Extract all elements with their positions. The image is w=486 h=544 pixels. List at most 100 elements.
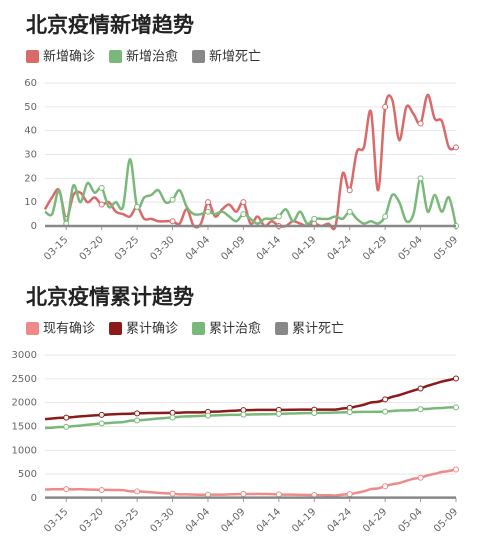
- point: [169, 490, 176, 497]
- y-tick-label: 1500: [12, 422, 37, 433]
- legend-swatch: [109, 322, 123, 335]
- x-tick-label: 04-29: [361, 234, 389, 262]
- point: [311, 410, 318, 417]
- x-tick-label: 04-24: [326, 234, 354, 262]
- x-tick-label: 03-15: [42, 234, 70, 262]
- x-tick-label: 03-25: [113, 234, 141, 262]
- x-tick-label: 04-29: [361, 506, 389, 534]
- point: [453, 466, 459, 473]
- point: [275, 213, 282, 220]
- point: [346, 491, 353, 498]
- y-tick-label: 20: [24, 173, 37, 184]
- point: [240, 411, 247, 418]
- point: [63, 414, 70, 421]
- point: [169, 196, 176, 203]
- point: [417, 120, 424, 127]
- legend-label: 累计死亡: [292, 322, 344, 337]
- point: [382, 483, 389, 490]
- point: [98, 184, 105, 191]
- series-line: [44, 377, 457, 421]
- legend-label: 现有确诊: [43, 322, 95, 337]
- point: [382, 396, 389, 403]
- y-tick-label: 30: [24, 150, 37, 161]
- point: [275, 410, 282, 417]
- point: [63, 423, 70, 430]
- x-tick-label: 03-30: [148, 234, 176, 262]
- legend-label: 新增治愈: [126, 49, 178, 65]
- point: [98, 201, 105, 208]
- legend-label: 累计治愈: [209, 322, 261, 337]
- point: [382, 408, 389, 415]
- point: [134, 410, 141, 417]
- y-tick-label: 2000: [12, 398, 37, 409]
- point: [134, 417, 141, 424]
- point: [346, 187, 353, 194]
- x-tick-label: 03-15: [42, 506, 70, 534]
- x-tick-label: 03-20: [78, 234, 106, 262]
- y-tick-label: 0: [31, 221, 37, 232]
- legend-swatch: [192, 322, 206, 335]
- point: [240, 490, 247, 497]
- point: [382, 213, 389, 220]
- x-tick-label: 04-09: [219, 506, 247, 534]
- legend-swatch: [26, 50, 39, 63]
- point: [63, 486, 70, 493]
- x-tick-label: 05-04: [396, 506, 424, 534]
- y-tick-label: 3000: [12, 350, 37, 361]
- point: [204, 491, 211, 498]
- chart-title: 北京疫情新增趋势: [26, 13, 194, 37]
- x-tick-label: 03-30: [148, 506, 176, 534]
- legend-swatch: [109, 50, 123, 63]
- point: [417, 175, 424, 182]
- x-tick-label: 04-14: [255, 234, 283, 262]
- point: [453, 404, 459, 411]
- x-tick-label: 03-20: [78, 506, 106, 534]
- y-tick-label: 0: [31, 493, 37, 504]
- point: [204, 208, 211, 215]
- x-tick-label: 03-25: [113, 506, 141, 534]
- point: [275, 491, 282, 498]
- y-tick-label: 60: [24, 78, 37, 89]
- point: [382, 103, 389, 110]
- legend-label: 新增确诊: [43, 49, 95, 65]
- x-tick-label: 05-04: [396, 234, 424, 262]
- point: [98, 420, 105, 427]
- point: [134, 488, 141, 495]
- series-line: [44, 468, 457, 497]
- point: [240, 199, 247, 206]
- point: [453, 375, 459, 382]
- point: [346, 208, 353, 215]
- point: [417, 474, 424, 481]
- series-line: [43, 93, 457, 231]
- legend-swatch: [275, 322, 289, 335]
- x-tick-label: 04-19: [290, 234, 318, 262]
- legend-swatch: [26, 322, 39, 335]
- point: [169, 414, 176, 421]
- series-line: [44, 158, 458, 227]
- point: [169, 218, 176, 225]
- y-tick-label: 50: [24, 102, 37, 113]
- point: [98, 486, 105, 493]
- x-tick-label: 04-24: [326, 506, 354, 534]
- point: [311, 215, 318, 222]
- legend-label: 新增死亡: [209, 49, 261, 65]
- point: [346, 409, 353, 416]
- point: [204, 199, 211, 206]
- point: [98, 411, 105, 418]
- y-tick-label: 1000: [12, 445, 37, 456]
- y-tick-label: 10: [24, 197, 37, 208]
- legend-swatch: [192, 50, 206, 63]
- point: [453, 144, 459, 151]
- x-tick-label: 04-04: [184, 234, 212, 262]
- point: [240, 211, 247, 218]
- y-tick-label: 40: [24, 126, 37, 137]
- y-tick-label: 500: [18, 469, 37, 480]
- legend-label: 累计确诊: [126, 322, 178, 337]
- x-tick-label: 05-09: [432, 234, 460, 262]
- x-tick-label: 04-14: [255, 506, 283, 534]
- x-tick-label: 04-04: [184, 506, 212, 534]
- x-tick-label: 05-09: [432, 506, 460, 534]
- x-tick-label: 04-19: [290, 506, 318, 534]
- x-tick-label: 04-09: [219, 234, 247, 262]
